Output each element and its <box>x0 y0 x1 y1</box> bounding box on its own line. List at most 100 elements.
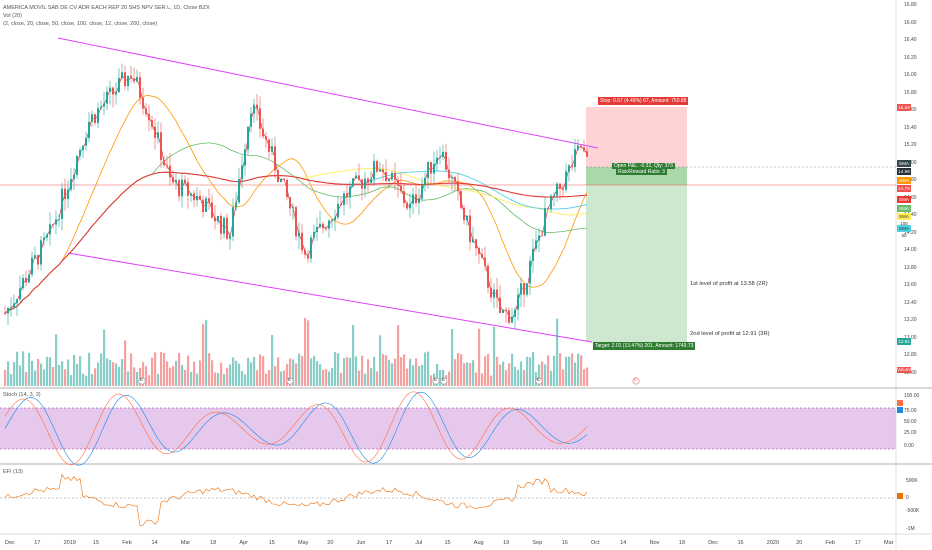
candle-body <box>124 72 126 87</box>
volume-bar <box>367 359 370 386</box>
efi-tick: -500K <box>906 508 920 514</box>
candle-body <box>214 217 216 222</box>
candle-body <box>358 175 360 180</box>
efi-label[interactable]: EFI (13) <box>3 469 23 475</box>
candle-body <box>568 165 570 172</box>
volume-bar <box>472 360 475 386</box>
volume-bar <box>334 352 337 386</box>
price-tick: 16.80 <box>904 2 917 8</box>
sma-params-legend[interactable]: (2, close, 20, close, 50, close, 100, cl… <box>3 21 158 27</box>
volume-bar <box>565 356 568 386</box>
candle-body <box>475 239 477 249</box>
candle-body <box>424 177 426 186</box>
event-letter[interactable]: E <box>634 377 638 382</box>
candle-body <box>154 126 156 138</box>
volume-bar <box>505 370 508 386</box>
volume-bar <box>52 367 55 386</box>
volume-bar <box>532 352 535 386</box>
stop-label[interactable]: Stop: 0.67 (4.49%) 67, Amount: 750.88 <box>598 97 689 105</box>
date-tick: 15 <box>444 540 451 546</box>
volume-bar <box>229 364 232 386</box>
sma100-box: SMA 100 <box>897 213 911 226</box>
volume-bar <box>424 352 427 386</box>
risk-reward-label[interactable]: Risk/Reward Ratio: 3 <box>616 169 667 175</box>
earnings-marker <box>432 377 440 385</box>
date-tick: Mar <box>180 540 191 546</box>
date-tick: Oct <box>591 540 600 546</box>
candle-body <box>550 195 552 210</box>
volume-bar <box>247 357 250 386</box>
candle-body <box>202 199 204 213</box>
candle-body <box>73 174 75 180</box>
volume-bar <box>151 357 154 386</box>
candle-body <box>502 309 504 314</box>
last-price-box: 14.98 <box>897 168 911 175</box>
volume-bar <box>175 360 178 386</box>
volume-bar <box>223 373 226 386</box>
volume-bar <box>580 355 583 386</box>
volume-badge: Volume <box>897 367 913 373</box>
earnings-marker <box>535 377 543 385</box>
event-letter[interactable]: E <box>288 377 292 382</box>
candle-body <box>376 161 378 172</box>
volume-bar <box>244 374 247 386</box>
candle-body <box>262 128 264 137</box>
target-label[interactable]: Target: 2.01 (13.47%) 201, Amount: 1749.… <box>593 342 696 350</box>
volume-legend[interactable]: Vol (20) <box>3 13 22 19</box>
candle-body <box>355 175 357 179</box>
volume-bar <box>574 362 577 386</box>
candle-body <box>190 193 192 196</box>
volume-bar <box>352 325 355 386</box>
volume-bar <box>187 355 190 386</box>
volume-bar <box>544 364 547 386</box>
candle-body <box>403 191 405 203</box>
candle-body <box>112 87 114 95</box>
volume-bar <box>322 369 325 386</box>
volume-bar <box>118 366 121 386</box>
volume-bar <box>292 359 295 386</box>
event-letter[interactable]: E <box>140 377 144 382</box>
candle-body <box>94 114 96 123</box>
candle-body <box>487 265 489 288</box>
volume-bar <box>349 357 352 386</box>
event-letter[interactable]: E <box>442 377 446 382</box>
event-letter[interactable]: E <box>537 377 541 382</box>
candle-body <box>181 179 183 197</box>
candle-body <box>442 151 444 157</box>
volume-bar <box>361 355 364 386</box>
stoch-d-box <box>897 407 903 413</box>
candle-body <box>19 288 21 300</box>
volume-bar <box>268 370 271 386</box>
candle-body <box>511 316 513 323</box>
volume-bar <box>319 364 322 386</box>
candle-body <box>343 193 345 206</box>
candle-body <box>223 217 225 234</box>
candle-body <box>61 188 63 220</box>
candle-body <box>199 195 201 200</box>
candle-body <box>370 179 372 183</box>
stoch-label[interactable]: Stoch (14, 3, 3) <box>3 392 41 398</box>
symbol-title[interactable]: AMERICA MOVIL SAB DE CV ADR EACH REP 20 … <box>3 5 210 11</box>
volume-bar <box>529 357 532 386</box>
event-letter[interactable]: E <box>434 377 438 382</box>
candle-body <box>34 255 36 258</box>
candle-body <box>220 215 222 234</box>
candle-body <box>577 145 579 150</box>
price-tick: 14.00 <box>904 247 917 253</box>
volume-bar <box>190 372 193 386</box>
candle-body <box>283 178 285 180</box>
open-pl-label[interactable]: Open P&L: -0.32, Qty: 373 <box>612 163 675 169</box>
date-tick: Feb <box>825 540 835 546</box>
volume-bar <box>241 370 244 386</box>
volume-bar <box>217 372 220 386</box>
candle-body <box>151 120 153 127</box>
volume-bar <box>382 354 385 386</box>
candle-body <box>103 103 105 107</box>
candle-body <box>427 162 429 178</box>
date-tick: Dec <box>5 540 15 546</box>
volume-bar <box>568 356 571 386</box>
volume-bar <box>397 325 400 386</box>
candle-body <box>16 299 18 304</box>
